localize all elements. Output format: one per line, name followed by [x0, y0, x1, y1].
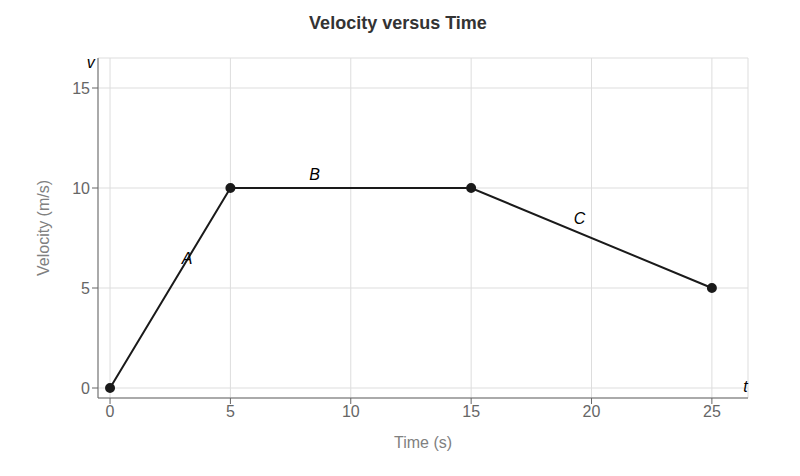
svg-text:10: 10	[72, 180, 90, 197]
svg-text:0: 0	[106, 403, 115, 420]
svg-text:B: B	[309, 166, 320, 183]
svg-text:25: 25	[703, 403, 721, 420]
svg-text:15: 15	[72, 80, 90, 97]
html-text:Velocity versus Time: Velocity versus Time	[309, 13, 487, 33]
svg-text:v: v	[87, 54, 96, 71]
svg-text:5: 5	[81, 280, 90, 297]
svg-text:10: 10	[342, 403, 360, 420]
svg-text:Velocity (m/s): Velocity (m/s)	[35, 180, 52, 276]
svg-text:0: 0	[81, 380, 90, 397]
svg-text:A: A	[181, 250, 193, 267]
svg-text:15: 15	[462, 403, 480, 420]
svg-text:Time (s): Time (s)	[394, 434, 452, 451]
svg-text:20: 20	[583, 403, 601, 420]
svg-text:5: 5	[226, 403, 235, 420]
svg-text:C: C	[574, 210, 586, 227]
svg-text:t: t	[743, 378, 748, 395]
